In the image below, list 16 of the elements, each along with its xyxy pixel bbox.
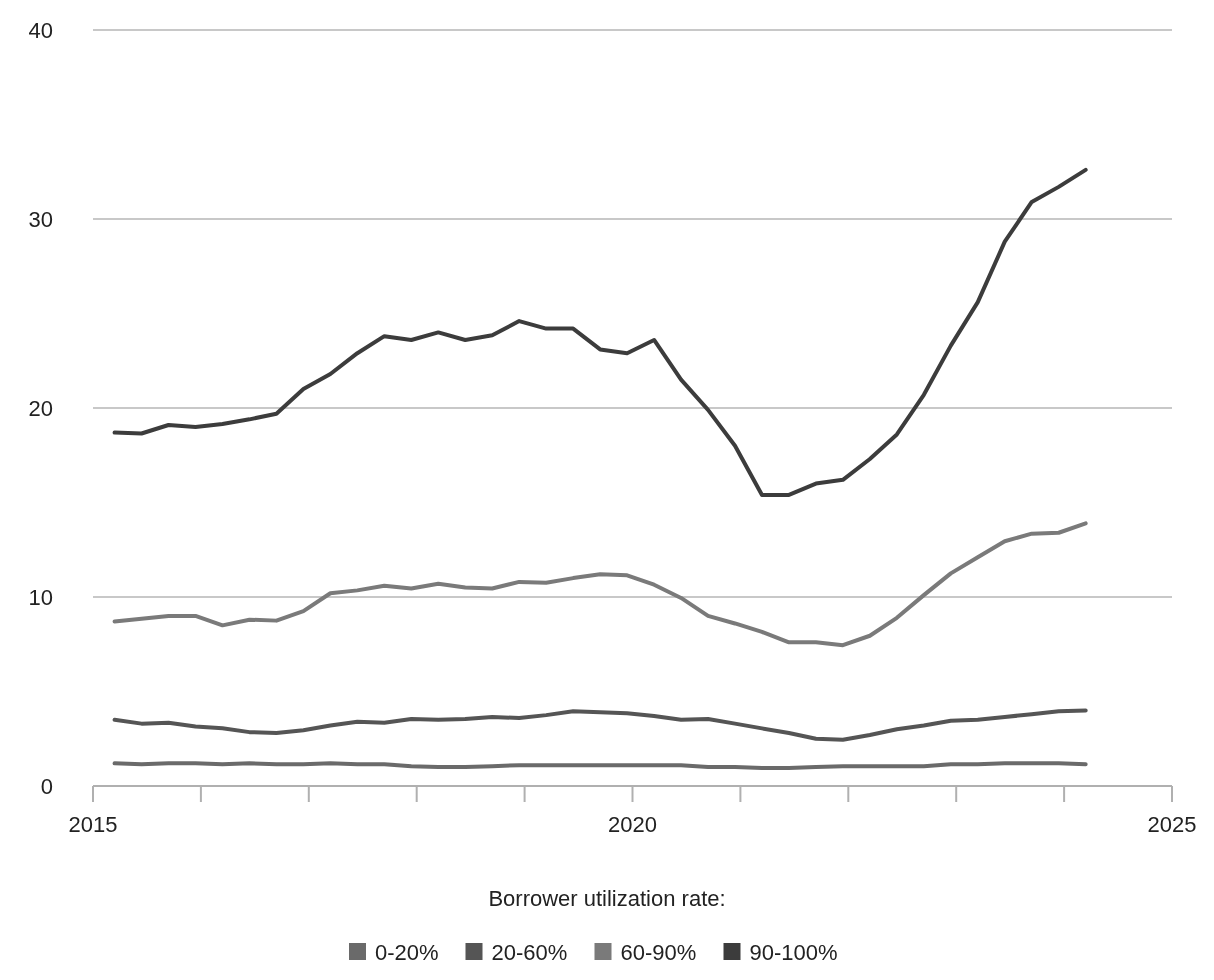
y-tick-label: 30	[28, 206, 53, 232]
y-tick-label: 0	[40, 773, 53, 799]
x-tick-label: 2020	[608, 812, 657, 837]
legend-label: 60-90%	[620, 940, 697, 965]
x-tick-label: 2015	[68, 812, 118, 837]
legend-label: 0-20%	[375, 940, 439, 965]
y-tick-label: 40	[28, 17, 53, 43]
line-series	[112, 521, 1088, 648]
legend-title: Borrower utilization rate:	[488, 886, 726, 911]
y-tick-label: 10	[28, 584, 53, 610]
legend-label: 90-100%	[749, 940, 838, 965]
line-series	[112, 708, 1088, 742]
y-tick-label: 20	[28, 395, 53, 421]
legend-label: 20-60%	[491, 940, 568, 965]
x-tick-label: 2025	[1147, 812, 1197, 837]
line-series	[112, 167, 1088, 497]
